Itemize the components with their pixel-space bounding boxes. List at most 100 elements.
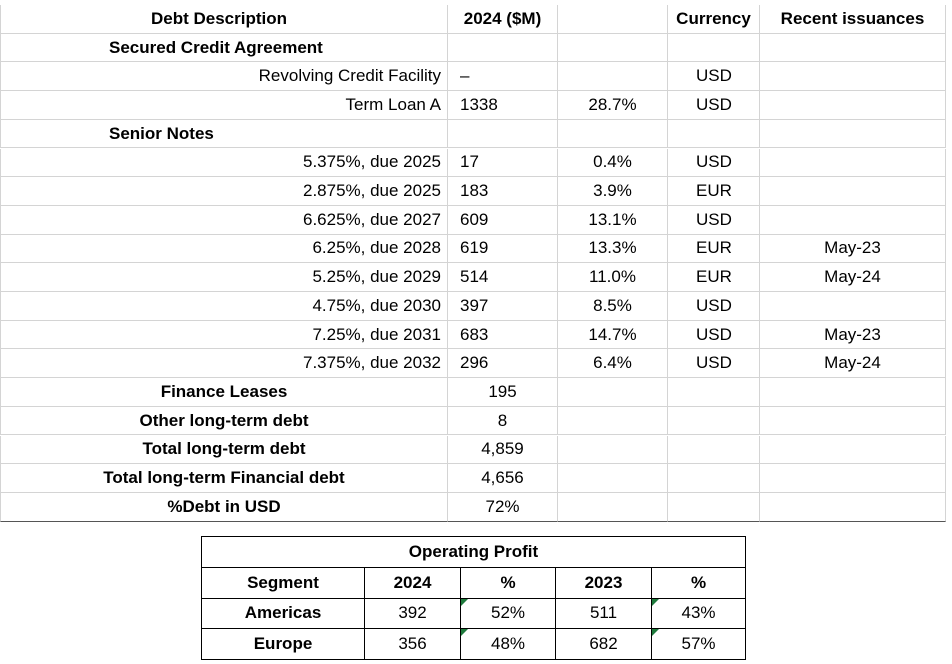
op-header-pct-2023: % <box>690 572 707 592</box>
issuance-cell <box>760 119 946 149</box>
amount-cell: 8 <box>448 406 558 436</box>
value-2024-cell-text: 356 <box>398 633 427 653</box>
amount-cell: 183 <box>448 177 558 206</box>
currency-cell <box>668 464 760 493</box>
debt-description-cell: Secured Credit Agreement <box>0 33 448 63</box>
amount-cell: 4,859 <box>448 435 558 465</box>
amount-cell: – <box>448 62 558 92</box>
debt-row: 6.625%, due 2027 609 13.1% USD <box>0 205 946 235</box>
debt-row: Finance Leases 195 <box>0 378 946 407</box>
debt-description-cell: Total long-term debt <box>0 435 448 465</box>
amount-cell: 619 <box>448 234 558 264</box>
issuance-cell <box>760 33 946 63</box>
percent-cell: 13.1% <box>558 205 668 235</box>
currency-cell: USD <box>668 205 760 235</box>
value-2023-cell-text: 682 <box>589 633 618 653</box>
currency-cell <box>668 406 760 436</box>
amount-cell: 683 <box>448 320 558 350</box>
issuance-cell: May-23 <box>760 320 946 350</box>
op-row: Europe 356 48% 682 57% <box>202 629 745 659</box>
percent-cell <box>558 33 668 63</box>
percent-cell: 6.4% <box>558 349 668 379</box>
op-header-segment: Segment <box>202 568 365 598</box>
issuance-cell: May-23 <box>760 234 946 264</box>
debt-description-cell: Senior Notes <box>0 119 448 149</box>
debt-description-cell: Term Loan A <box>0 91 448 120</box>
percent-cell <box>558 435 668 465</box>
issuance-cell: May-24 <box>760 349 946 379</box>
debt-description-cell: 7.375%, due 2032 <box>0 349 448 379</box>
amount-cell: 514 <box>448 263 558 292</box>
debt-description-cell: 6.625%, due 2027 <box>0 205 448 235</box>
debt-description-cell: 4.75%, due 2030 <box>0 292 448 321</box>
debt-description-cell: 5.375%, due 2025 <box>0 148 448 178</box>
amount-cell: 4,656 <box>448 464 558 493</box>
header-debt-description: Debt Description <box>0 5 448 34</box>
currency-cell: EUR <box>668 263 760 292</box>
debt-header-row: Debt Description 2024 ($M) Currency Rece… <box>0 5 946 34</box>
percent-2023-cell: 43% <box>652 598 745 629</box>
debt-row: Secured Credit Agreement <box>0 33 946 63</box>
debt-row: 2.875%, due 2025 183 3.9% EUR <box>0 177 946 206</box>
debt-table: Debt Description 2024 ($M) Currency Rece… <box>0 5 946 522</box>
debt-row: Total long-term debt 4,859 <box>0 435 946 465</box>
value-2024-cell: 392 <box>365 598 461 628</box>
currency-cell <box>668 435 760 465</box>
currency-cell <box>668 119 760 149</box>
issuance-cell: May-24 <box>760 263 946 292</box>
operating-profit-title: Operating Profit <box>202 537 745 568</box>
percent-2024-cell: 52% <box>461 598 556 628</box>
amount-cell: 17 <box>448 148 558 178</box>
currency-cell: USD <box>668 349 760 379</box>
percent-2024-cell-text: 48% <box>490 633 526 653</box>
op-header-2023: 2023 <box>556 568 652 598</box>
issuance-cell <box>760 492 946 522</box>
debt-row: 5.375%, due 2025 17 0.4% USD <box>0 148 946 178</box>
debt-description-cell: Revolving Credit Facility <box>0 62 448 92</box>
debt-description-cell: Total long-term Financial debt <box>0 464 448 493</box>
currency-cell: EUR <box>668 177 760 206</box>
debt-description-cell: 7.25%, due 2031 <box>0 320 448 350</box>
currency-cell <box>668 33 760 63</box>
amount-cell: 1338 <box>448 91 558 120</box>
percent-cell: 11.0% <box>558 263 668 292</box>
percent-2023-cell-text: 43% <box>681 603 716 623</box>
issuance-cell <box>760 62 946 92</box>
debt-description-cell: %Debt in USD <box>0 492 448 522</box>
segment-cell-text: Europe <box>253 633 313 653</box>
currency-cell <box>668 492 760 522</box>
op-header-2024: 2024 <box>365 568 461 598</box>
percent-cell <box>558 464 668 493</box>
amount-cell: 296 <box>448 349 558 379</box>
header-2024: 2024 ($M) <box>448 5 558 34</box>
debt-row: 7.25%, due 2031 683 14.7% USD May-23 <box>0 320 946 350</box>
amount-cell <box>448 119 558 149</box>
currency-cell: USD <box>668 91 760 120</box>
percent-2023-cell: 57% <box>652 629 745 659</box>
cell-indicator-icon <box>652 629 659 636</box>
debt-description-cell: Finance Leases <box>0 378 448 407</box>
percent-cell <box>558 378 668 407</box>
segment-cell-text: Americas <box>244 603 322 623</box>
debt-row: Term Loan A 1338 28.7% USD <box>0 91 946 120</box>
header-blank <box>558 5 668 34</box>
debt-row: Other long-term debt 8 <box>0 406 946 436</box>
issuance-cell <box>760 435 946 465</box>
op-header-row: Segment 2024 % 2023 % <box>202 568 745 599</box>
amount-cell: 397 <box>448 292 558 321</box>
debt-row: Revolving Credit Facility – USD <box>0 62 946 92</box>
percent-cell <box>558 406 668 436</box>
percent-cell <box>558 119 668 149</box>
issuance-cell <box>760 205 946 235</box>
percent-2024-cell: 48% <box>461 629 556 659</box>
cell-indicator-icon <box>652 598 659 606</box>
value-2023-cell: 511 <box>556 598 652 628</box>
debt-row: 6.25%, due 2028 619 13.3% EUR May-23 <box>0 234 946 264</box>
issuance-cell <box>760 177 946 206</box>
debt-row: Total long-term Financial debt 4,656 <box>0 464 946 493</box>
operating-profit-table: Operating Profit Segment 2024 % 2023 % A… <box>201 536 746 660</box>
issuance-cell <box>760 378 946 407</box>
percent-cell: 0.4% <box>558 148 668 178</box>
header-recent-issuances: Recent issuances <box>760 5 946 34</box>
debt-row: 4.75%, due 2030 397 8.5% USD <box>0 292 946 321</box>
